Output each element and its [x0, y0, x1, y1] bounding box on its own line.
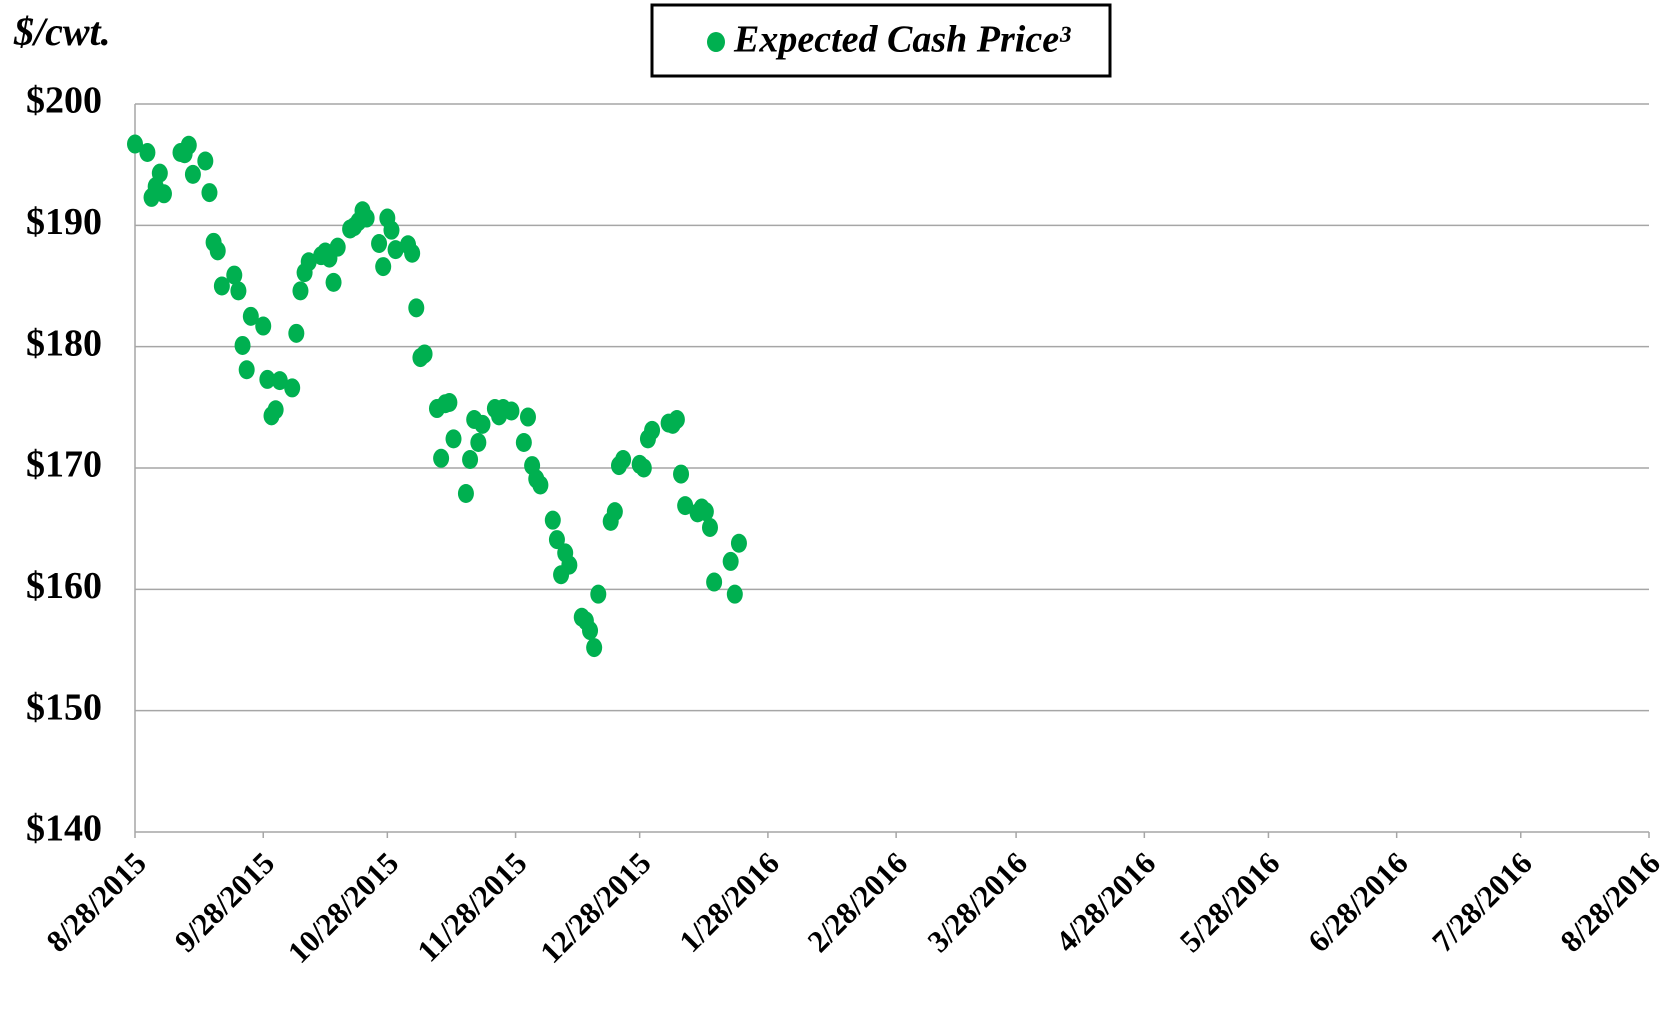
y-tick-label: $150 — [26, 686, 102, 728]
data-point — [548, 530, 565, 550]
x-tick-label: 8/28/2015 — [39, 845, 153, 959]
x-tick-label: 10/28/2015 — [281, 845, 406, 970]
data-point — [197, 151, 214, 171]
data-point — [441, 392, 458, 412]
data-point — [271, 371, 288, 391]
data-point — [234, 335, 251, 355]
x-tick-label: 6/28/2016 — [1301, 845, 1415, 959]
data-point — [213, 276, 230, 296]
data-point — [582, 621, 599, 641]
legend: Expected Cash Price³ — [650, 3, 1112, 78]
y-tick-label: $180 — [26, 322, 102, 364]
data-point — [615, 450, 632, 470]
data-point — [722, 551, 739, 571]
x-tick-label: 9/28/2015 — [168, 845, 282, 959]
data-point — [606, 502, 623, 522]
data-point — [503, 401, 520, 421]
data-point — [532, 475, 549, 495]
data-point — [226, 265, 243, 285]
data-point — [230, 281, 247, 301]
x-tick-label: 1/28/2016 — [672, 845, 786, 959]
data-point — [242, 306, 259, 326]
data-point — [383, 220, 400, 240]
data-point — [267, 400, 284, 420]
data-point — [259, 369, 276, 389]
data-point — [155, 184, 172, 204]
y-tick-label: $190 — [26, 201, 102, 243]
y-tick-label: $170 — [26, 444, 102, 486]
data-point — [184, 164, 201, 184]
data-point — [515, 433, 532, 453]
y-axis-label: $/cwt. — [13, 9, 111, 54]
data-point — [706, 572, 723, 592]
data-point — [255, 316, 272, 336]
data-point — [288, 323, 305, 343]
y-tick-label: $200 — [26, 80, 102, 122]
data-point — [209, 241, 226, 261]
x-tick-label: 8/28/2016 — [1553, 845, 1662, 959]
data-point — [470, 433, 487, 453]
data-point — [697, 502, 714, 522]
data-point — [673, 464, 690, 484]
data-point — [371, 234, 388, 254]
y-tick-label: $160 — [26, 565, 102, 607]
legend-box — [650, 3, 1112, 78]
data-point — [635, 458, 652, 478]
data-point — [544, 510, 561, 530]
data-point — [701, 517, 718, 537]
legend-label: Expected Cash Price³ — [733, 19, 1071, 61]
data-point — [329, 237, 346, 257]
data-point — [730, 533, 747, 553]
data-point — [445, 429, 462, 449]
x-tick-label: 12/28/2015 — [533, 845, 658, 970]
data-point — [433, 448, 450, 468]
data-point — [462, 450, 479, 470]
data-point — [292, 281, 309, 301]
data-point — [404, 243, 421, 263]
data-point — [561, 555, 578, 575]
data-point — [284, 378, 301, 398]
x-tick-label: 3/28/2016 — [920, 845, 1034, 959]
data-point — [375, 257, 392, 277]
data-point — [387, 240, 404, 260]
data-point — [519, 407, 536, 427]
data-point — [139, 143, 156, 163]
data-point — [408, 298, 425, 318]
x-tick-label: 11/28/2015 — [410, 845, 533, 968]
data-point — [586, 638, 603, 658]
data-point — [325, 272, 342, 292]
data-point — [590, 584, 607, 604]
data-point — [474, 414, 491, 434]
data-point — [668, 409, 685, 429]
x-tick-label: 2/28/2016 — [800, 845, 914, 959]
data-point — [677, 496, 694, 516]
data-point — [726, 584, 743, 604]
data-point — [151, 163, 168, 183]
data-point — [358, 208, 375, 228]
x-tick-label: 5/28/2016 — [1173, 845, 1287, 959]
data-point — [416, 344, 433, 364]
data-point — [180, 135, 197, 155]
y-tick-label: $140 — [26, 808, 102, 850]
data-point — [457, 483, 474, 503]
data-point — [238, 360, 255, 380]
data-point — [300, 252, 317, 272]
legend-marker — [707, 32, 725, 52]
x-tick-label: 7/28/2016 — [1425, 845, 1539, 959]
data-point — [201, 183, 218, 203]
data-point — [644, 420, 661, 440]
x-tick-label: 4/28/2016 — [1049, 845, 1163, 959]
data-point — [127, 134, 143, 154]
